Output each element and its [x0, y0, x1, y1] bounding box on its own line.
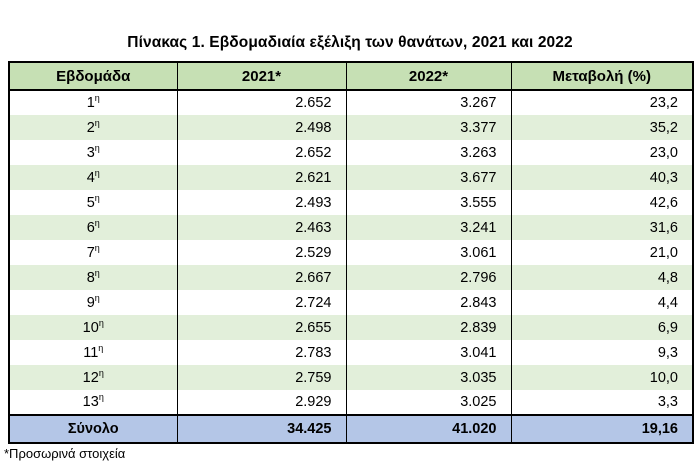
v2021-cell: 2.621 [176, 165, 347, 190]
week-superscript: η [98, 367, 104, 378]
table-row: 2η 2.498 3.377 35,2 [8, 115, 694, 140]
v2022-cell: 3.241 [345, 215, 512, 240]
table-row: 5η 2.493 3.555 42,6 [8, 190, 694, 215]
week-superscript: η [94, 192, 100, 203]
change-cell: 21,0 [510, 240, 694, 265]
week-cell: 10η [8, 315, 178, 340]
table-row: 1η 2.652 3.267 23,2 [8, 90, 694, 115]
change-cell: 3,3 [510, 390, 694, 415]
table-row: 10η 2.655 2.839 6,9 [8, 315, 694, 340]
v2022-cell: 3.263 [345, 140, 512, 165]
v2022-cell: 3.061 [345, 240, 512, 265]
v2021-cell: 2.655 [176, 315, 347, 340]
total-row: Σύνολο 34.425 41.020 19,16 [8, 414, 694, 443]
v2022-cell: 3.025 [345, 390, 512, 415]
week-cell: 11η [8, 340, 178, 365]
change-cell: 23,2 [510, 90, 694, 115]
total-change-cell: 19,16 [510, 414, 694, 443]
change-cell: 42,6 [510, 190, 694, 215]
table-row: 13η 2.929 3.025 3,3 [8, 390, 694, 415]
v2021-cell: 2.652 [176, 140, 347, 165]
week-cell: 4η [8, 165, 178, 190]
table-row: 9η 2.724 2.843 4,4 [8, 290, 694, 315]
total-label-cell: Σύνολο [8, 414, 178, 443]
page-title: Πίνακας 1. Εβδομαδιαία εξέλιξη των θανάτ… [127, 34, 573, 51]
change-cell: 35,2 [510, 115, 694, 140]
week-superscript: η [98, 317, 104, 328]
week-superscript: η [98, 342, 104, 353]
change-cell: 6,9 [510, 315, 694, 340]
v2022-cell: 2.839 [345, 315, 512, 340]
week-superscript: η [94, 267, 100, 278]
week-cell: 3η [8, 140, 178, 165]
header-cell-week: Εβδομάδα [8, 62, 178, 91]
week-superscript: η [94, 167, 100, 178]
v2022-cell: 2.843 [345, 290, 512, 315]
week-cell: 2η [8, 115, 178, 140]
deaths-table: Εβδομάδα 2021* 2022* Μεταβολή (%) 1η 2.65… [8, 61, 694, 444]
v2021-cell: 2.498 [176, 115, 347, 140]
table-row: 11η 2.783 3.041 9,3 [8, 340, 694, 365]
v2021-cell: 2.783 [176, 340, 347, 365]
week-superscript: η [94, 242, 100, 253]
week-cell: 7η [8, 240, 178, 265]
total-2022-cell: 41.020 [345, 414, 512, 443]
change-cell: 40,3 [510, 165, 694, 190]
v2021-cell: 2.929 [176, 390, 347, 415]
header-row: Εβδομάδα 2021* 2022* Μεταβολή (%) [8, 62, 694, 91]
v2021-cell: 2.724 [176, 290, 347, 315]
header-cell-change: Μεταβολή (%) [510, 62, 694, 91]
week-superscript: η [94, 217, 100, 228]
change-cell: 4,4 [510, 290, 694, 315]
table-row: 3η 2.652 3.263 23,0 [8, 140, 694, 165]
v2022-cell: 3.677 [345, 165, 512, 190]
week-cell: 5η [8, 190, 178, 215]
v2021-cell: 2.493 [176, 190, 347, 215]
week-cell: 9η [8, 290, 178, 315]
week-superscript: η [94, 142, 100, 153]
week-superscript: η [94, 93, 100, 104]
week-cell: 6η [8, 215, 178, 240]
v2021-cell: 2.529 [176, 240, 347, 265]
v2021-cell: 2.667 [176, 265, 347, 290]
change-cell: 10,0 [510, 365, 694, 390]
header-cell-2021: 2021* [176, 62, 347, 91]
week-cell: 13η [8, 390, 178, 415]
table-row: 7η 2.529 3.061 21,0 [8, 240, 694, 265]
table-row: 12η 2.759 3.035 10,0 [8, 365, 694, 390]
change-cell: 4,8 [510, 265, 694, 290]
v2021-cell: 2.759 [176, 365, 347, 390]
v2022-cell: 2.796 [345, 265, 512, 290]
week-superscript: η [94, 117, 100, 128]
total-2021-cell: 34.425 [176, 414, 347, 443]
v2022-cell: 3.035 [345, 365, 512, 390]
table-row: 8η 2.667 2.796 4,8 [8, 265, 694, 290]
footnote: *Προσωρινά στοιχεία [4, 446, 126, 461]
v2022-cell: 3.377 [345, 115, 512, 140]
table-row: 6η 2.463 3.241 31,6 [8, 215, 694, 240]
v2022-cell: 3.041 [345, 340, 512, 365]
v2021-cell: 2.652 [176, 90, 347, 115]
v2022-cell: 3.267 [345, 90, 512, 115]
table-row: 4η 2.621 3.677 40,3 [8, 165, 694, 190]
week-cell: 8η [8, 265, 178, 290]
change-cell: 23,0 [510, 140, 694, 165]
week-cell: 1η [8, 90, 178, 115]
v2021-cell: 2.463 [176, 215, 347, 240]
table-body: 1η 2.652 3.267 23,2 2η 2.498 3.377 35,2 3η 2.652 3… [8, 90, 694, 415]
week-cell: 12η [8, 365, 178, 390]
change-cell: 9,3 [510, 340, 694, 365]
header-cell-2022: 2022* [345, 62, 512, 91]
change-cell: 31,6 [510, 215, 694, 240]
v2022-cell: 3.555 [345, 190, 512, 215]
week-superscript: η [94, 292, 100, 303]
week-superscript: η [98, 392, 104, 403]
